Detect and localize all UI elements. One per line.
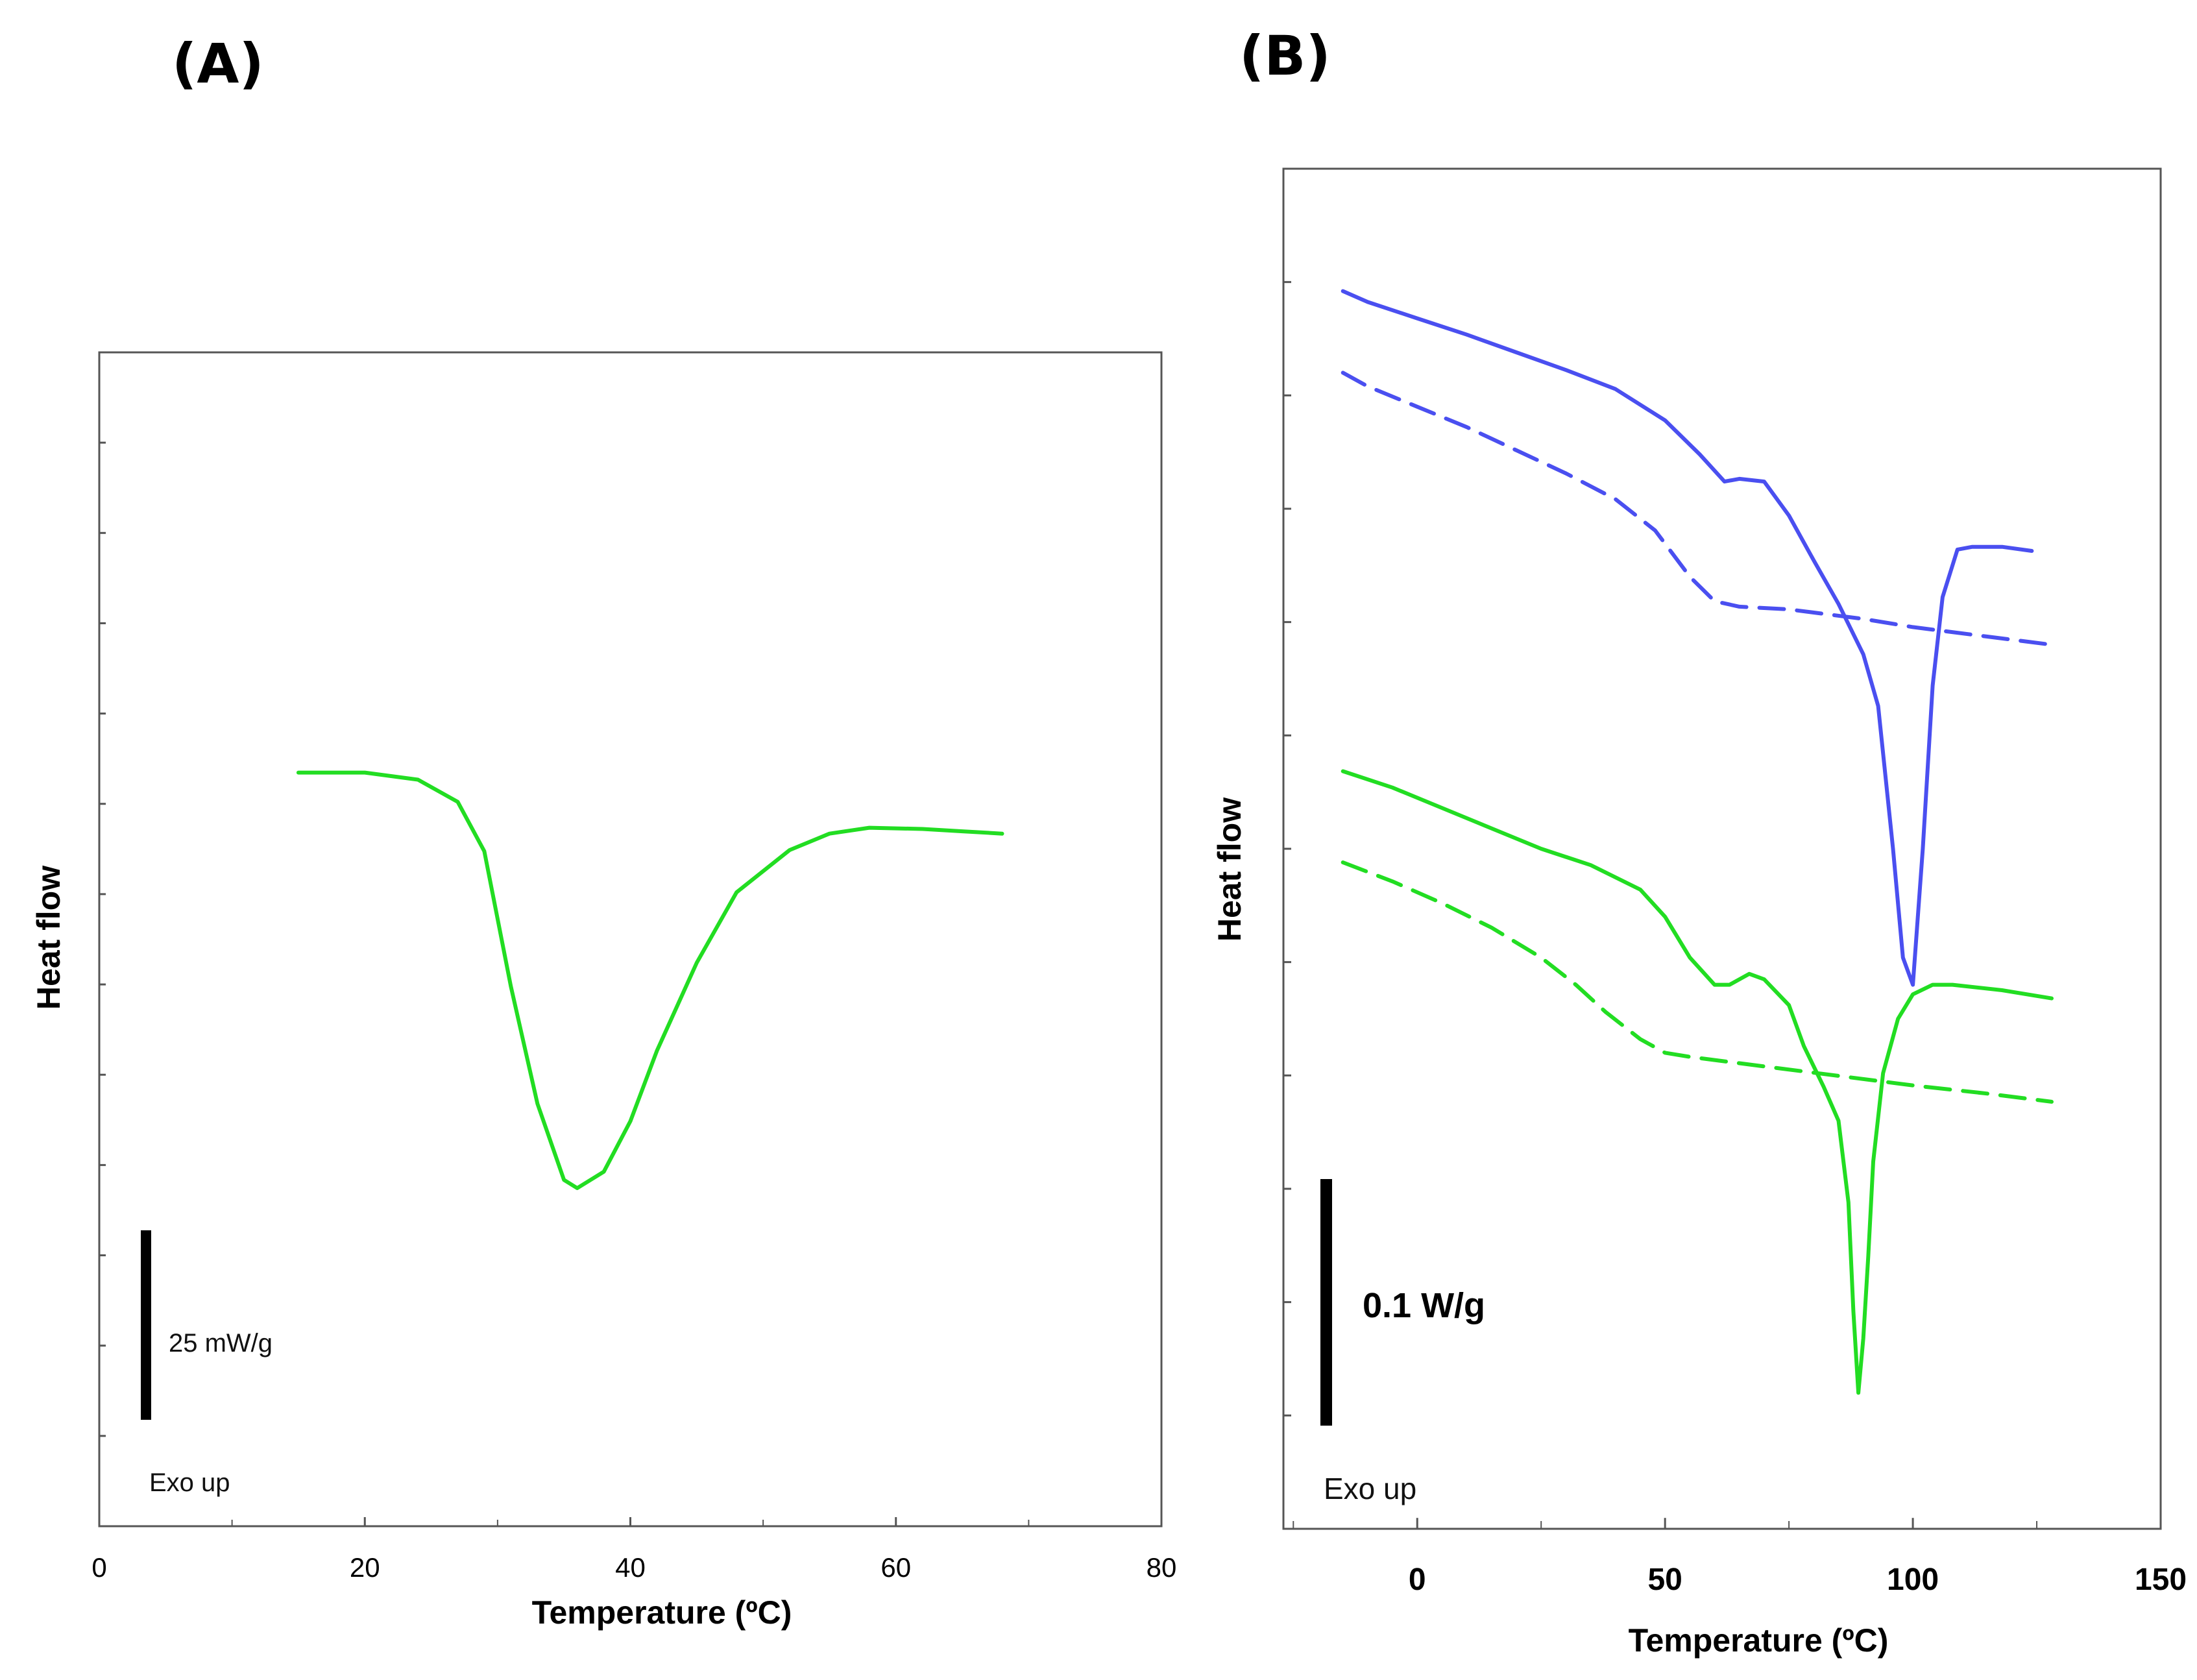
panel-b-x-ticks: 0 50 100 150 <box>1293 1518 2187 1597</box>
x-tick-label: 150 <box>2135 1563 2187 1597</box>
series-line-green-dashed <box>1341 860 2054 1104</box>
panel-a-x-axis-title: Temperature (ºC) <box>532 1594 792 1631</box>
panel-b-exo-up-note: Exo up <box>1324 1472 1416 1505</box>
panel-a-scale-bar-label: 25 mW/g <box>169 1329 273 1357</box>
panel-a-series <box>296 770 1004 1190</box>
panel-a-y-axis-title: Heat flow <box>30 866 67 1010</box>
x-tick-label: 20 <box>350 1552 380 1583</box>
panel-b-y-ticks <box>1283 167 1291 1530</box>
panel-a-exo-up-note: Exo up <box>149 1468 230 1497</box>
panel-b-scale-bar-label: 0.1 W/g <box>1363 1286 1485 1325</box>
panel-b: (B) 0 50 100 150 Temperature (ºC) Heat flow… <box>1211 24 2187 1659</box>
series-line-blue-dashed <box>1341 371 2054 647</box>
panel-b-scale-bar <box>1320 1179 1332 1426</box>
x-tick-label: 0 <box>91 1552 106 1583</box>
x-tick-label: 80 <box>1147 1552 1177 1583</box>
panel-b-label: (B) <box>1239 24 1331 88</box>
panel-b-x-axis-title: Temperature (ºC) <box>1629 1622 1889 1659</box>
panel-b-series <box>1341 289 2054 1395</box>
x-tick-label: 0 <box>1409 1563 1426 1597</box>
panel-a-x-ticks: 0 20 40 60 80 <box>91 1517 1176 1583</box>
panel-a-y-ticks <box>99 351 106 1528</box>
x-tick-label: 60 <box>880 1552 911 1583</box>
series-line-green-solid <box>1341 769 2054 1395</box>
panel-a-label: (A) <box>172 32 264 95</box>
panel-a-scale-bar <box>141 1230 151 1420</box>
x-tick-label: 100 <box>1887 1563 1939 1597</box>
series-line-blue-solid <box>1341 289 2034 987</box>
panel-b-y-axis-title: Heat flow <box>1211 797 1248 942</box>
x-tick-label: 50 <box>1647 1563 1682 1597</box>
x-tick-label: 40 <box>615 1552 646 1583</box>
series-line-green-solid <box>296 770 1004 1190</box>
panel-a: (A) 0 20 40 60 80 Temperature (ºC) Heat flow… <box>30 32 1176 1631</box>
